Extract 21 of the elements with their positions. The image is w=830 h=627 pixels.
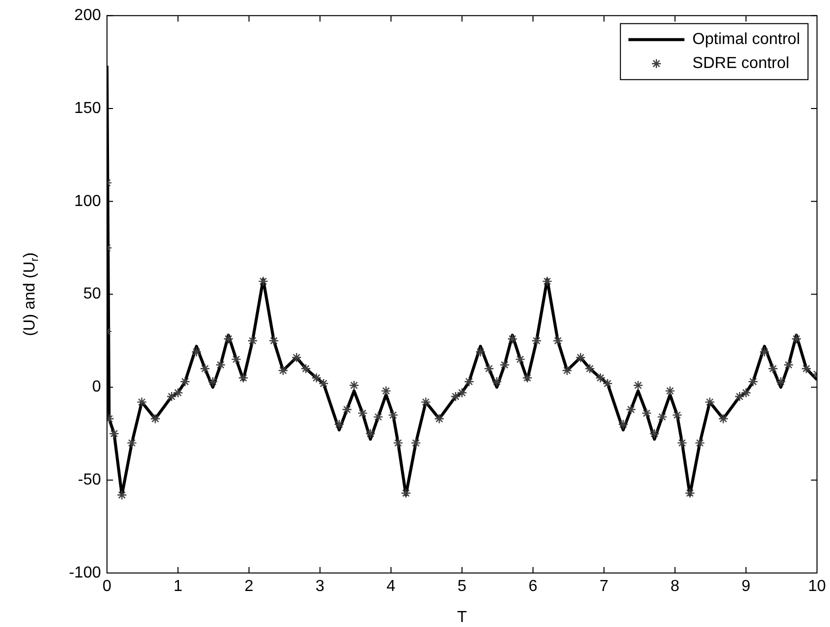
y-tick-label: 50 bbox=[83, 286, 102, 303]
x-tick-label: 7 bbox=[600, 578, 609, 596]
legend-label: SDRE control bbox=[692, 55, 790, 72]
x-tick-label: 1 bbox=[174, 578, 183, 596]
y-tick-label: -50 bbox=[78, 472, 102, 489]
legend-label: Optimal control bbox=[692, 31, 800, 48]
x-tick-label: 9 bbox=[742, 578, 751, 596]
x-tick-label: 5 bbox=[458, 578, 467, 596]
x-tick-label: 10 bbox=[808, 578, 826, 596]
x-tick-label: 2 bbox=[244, 578, 254, 596]
x-tick-label: 6 bbox=[528, 578, 538, 596]
x-tick-label: 8 bbox=[670, 578, 680, 596]
x-tick-label: 4 bbox=[386, 578, 396, 596]
y-tick-label: 0 bbox=[92, 378, 102, 396]
y-tick-label: 200 bbox=[74, 7, 102, 24]
y-tick-label: -100 bbox=[68, 564, 102, 582]
x-tick-label: 3 bbox=[316, 578, 325, 596]
y-tick-label: 100 bbox=[74, 192, 102, 210]
x-axis-title: T bbox=[457, 608, 468, 626]
y-axis-title: (U) and (Ur) bbox=[21, 252, 41, 336]
y-tick-label: 150 bbox=[74, 100, 102, 117]
